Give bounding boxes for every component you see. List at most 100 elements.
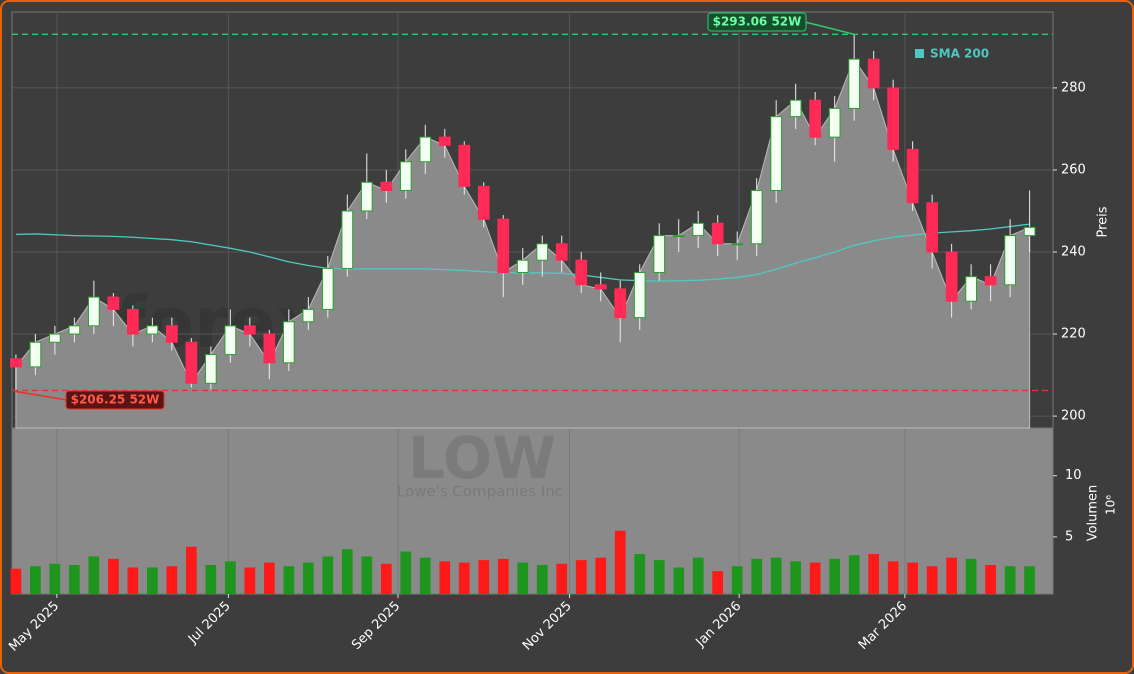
- candle-body: [204, 354, 217, 384]
- ticker-watermark: LOW: [408, 424, 556, 492]
- volume-bar: [829, 558, 841, 594]
- candle-body: [770, 116, 783, 191]
- y-tick-label: 260: [1061, 162, 1086, 177]
- volume-bar: [439, 561, 451, 594]
- candle-body: [848, 58, 861, 109]
- candle-body: [282, 321, 295, 364]
- candle-body: [224, 325, 237, 356]
- candle-body: [1004, 235, 1016, 286]
- volume-bar: [634, 553, 646, 594]
- candle-body: [965, 276, 977, 302]
- volume-bar: [341, 549, 353, 594]
- annotation-box: [707, 12, 807, 32]
- volume-bar: [517, 562, 529, 594]
- volume-bar: [848, 555, 860, 594]
- candle-body: [477, 185, 490, 220]
- volume-bar: [926, 566, 938, 594]
- candle-body: [536, 243, 549, 261]
- y-axis-label: Preis: [1096, 206, 1111, 237]
- volume-bar: [575, 560, 587, 594]
- volume-bar: [751, 558, 763, 594]
- volume-bar: [263, 562, 275, 594]
- volume-bar: [770, 557, 782, 594]
- candle-body: [809, 99, 822, 138]
- volume-bar: [380, 563, 392, 594]
- volume-bar: [673, 567, 685, 594]
- candle-body: [867, 58, 880, 89]
- candle-body: [887, 87, 900, 150]
- volume-bar: [49, 563, 61, 594]
- volume-bar: [614, 530, 626, 594]
- y-tick-label: 10: [1065, 468, 1082, 483]
- candle-body: [263, 333, 276, 364]
- volume-bar: [400, 551, 412, 594]
- candle-body: [926, 202, 938, 253]
- candle-body: [438, 136, 451, 146]
- volume-bar: [224, 561, 236, 594]
- volume-bar: [322, 556, 334, 594]
- volume-bar: [790, 561, 802, 594]
- volume-bar: [1024, 566, 1035, 594]
- volume-bar: [30, 566, 41, 594]
- annotation-label: $206.25 52W: [71, 393, 160, 407]
- volume-bar: [69, 565, 80, 594]
- volume-bar: [127, 567, 139, 594]
- legend-swatch: [915, 49, 924, 58]
- candle-body: [945, 251, 958, 302]
- candle-body: [633, 272, 646, 319]
- candle-body: [88, 296, 100, 327]
- candle-body: [692, 222, 705, 237]
- y-tick-label: 200: [1061, 409, 1086, 424]
- candle-body: [750, 189, 763, 245]
- candle-body: [68, 325, 81, 335]
- legend-label: SMA 200: [930, 47, 989, 61]
- volume-bar: [88, 556, 100, 594]
- volume-bar: [185, 546, 197, 594]
- volume-bar: [595, 557, 607, 594]
- candle-body: [458, 144, 471, 187]
- volume-bar: [478, 560, 490, 594]
- candle-body: [380, 181, 393, 191]
- candle-body: [555, 243, 568, 261]
- volume-bar: [868, 553, 880, 594]
- annotation-box: [65, 390, 165, 410]
- volume-bar: [361, 556, 373, 594]
- volume-bar: [653, 560, 665, 594]
- volume-bar: [244, 567, 256, 594]
- candle-body: [731, 243, 744, 246]
- volume-bar: [497, 558, 509, 594]
- y-tick-label: 5: [1065, 529, 1073, 544]
- candle-body: [321, 267, 334, 310]
- y-tick-label: 220: [1061, 327, 1086, 342]
- volume-bar: [108, 558, 119, 594]
- candle-body: [360, 181, 373, 212]
- candle-body: [29, 341, 42, 368]
- volume-bar: [302, 562, 314, 594]
- candle-body: [185, 341, 198, 384]
- candle-body: [399, 161, 412, 191]
- candle-body: [165, 325, 178, 343]
- candle-body: [672, 235, 685, 238]
- candle-body: [302, 308, 315, 323]
- y-tick-label: 240: [1061, 245, 1086, 260]
- candle-body: [653, 235, 666, 274]
- volume-bar: [692, 557, 704, 594]
- volume-bar: [887, 561, 899, 594]
- candle-body: [127, 308, 139, 335]
- volume-bar: [731, 566, 743, 594]
- annotation-arrow: [804, 21, 855, 36]
- volume-bar: [283, 566, 295, 594]
- candle-body: [516, 259, 529, 274]
- volume-bar: [1004, 566, 1016, 594]
- volume-bar: [166, 566, 178, 594]
- volume-bar: [419, 557, 431, 594]
- candle-body: [107, 296, 120, 310]
- candle-body: [594, 284, 607, 290]
- candle-body: [497, 218, 510, 274]
- candle-body: [419, 136, 432, 163]
- annotation-label: $293.06 52W: [713, 15, 802, 29]
- volume-bar: [946, 557, 957, 594]
- volume-bar: [205, 565, 217, 594]
- candle-body: [1023, 226, 1036, 237]
